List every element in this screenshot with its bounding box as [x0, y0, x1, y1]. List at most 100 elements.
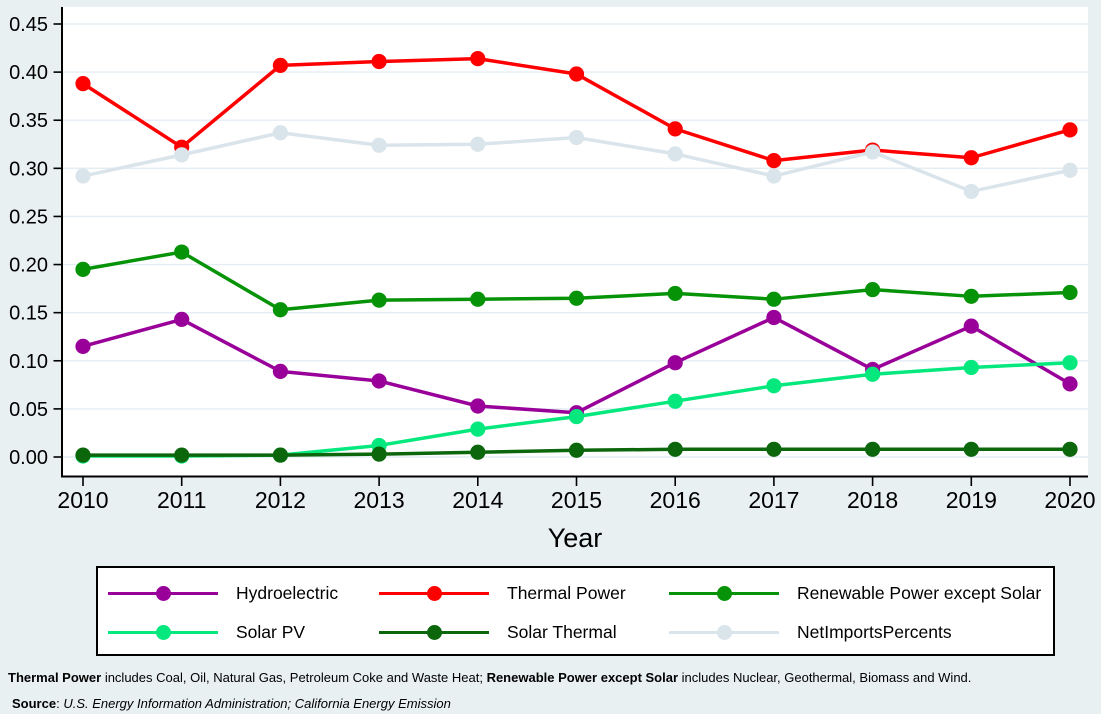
note-segment: Renewable Power except Solar: [486, 670, 679, 685]
data-point-renewable-power-except-solar: [568, 290, 585, 306]
note-segment: Source: [12, 696, 57, 711]
data-point-thermal-power: [470, 51, 486, 67]
energy-share-line-chart: 0.00 0.05 0.10 0.15 0.20 0.25 0.30 0.35 0.40 0.45…: [9, 7, 1096, 553]
definitions-note: Thermal Power includes Coal, Oil, Natura…: [8, 670, 971, 685]
data-point-thermal-power: [568, 66, 585, 82]
y-tick-label: 0.10: [9, 351, 48, 373]
data-point-netimportspercents: [568, 129, 585, 146]
data-point-netimportspercents: [174, 147, 190, 163]
y-tick-label: 0.20: [9, 255, 48, 277]
data-point-renewable-power-except-solar: [865, 281, 881, 298]
legend-label-solar-pv: Solar PV: [236, 621, 306, 642]
data-point-netimportspercents: [766, 168, 782, 184]
data-point-solar-thermal: [75, 447, 91, 463]
legend-swatch-thermal-power: [379, 586, 489, 602]
legend-item-solar-pv: Solar PV: [108, 621, 379, 642]
data-point-renewable-power-except-solar: [470, 291, 486, 307]
data-point-renewable-power-except-solar: [272, 302, 288, 318]
legend-item-hydroelectric: Hydroelectric: [108, 584, 379, 603]
data-point-netimportspercents: [963, 183, 979, 200]
data-point-hydroelectric: [963, 318, 979, 334]
data-point-renewable-power-except-solar: [667, 285, 683, 302]
data-point-solar-thermal: [371, 446, 387, 462]
chart-legend: Hydroelectric Thermal Power Renewable Powe…: [96, 566, 1055, 656]
data-point-solar-pv: [1062, 355, 1078, 371]
data-point-thermal-power: [1062, 122, 1078, 138]
x-tick-label: 2011: [157, 487, 206, 513]
source-note: Source: U.S. Energy Information Administ…: [12, 696, 451, 711]
data-point-thermal-power: [667, 121, 683, 137]
x-tick-label: 2018: [847, 487, 898, 513]
x-tick-label: 2019: [946, 487, 997, 513]
legend-item-thermal-power: Thermal Power: [379, 582, 669, 603]
y-tick-label: 0.45: [9, 14, 48, 36]
data-point-solar-pv: [865, 366, 881, 382]
data-point-solar-pv: [766, 378, 782, 394]
legend-item-netimportspercents: NetImportsPercents: [669, 621, 1053, 642]
data-point-thermal-power: [766, 153, 782, 169]
data-point-hydroelectric: [272, 363, 288, 379]
legend-dot-icon: [155, 625, 171, 640]
y-tick-label: 0.00: [9, 447, 48, 469]
data-point-hydroelectric: [470, 398, 486, 414]
data-point-solar-thermal: [667, 441, 683, 457]
x-tick-label: 2020: [1044, 487, 1095, 513]
series-netimportspercents: [75, 125, 1078, 200]
legend-swatch-solar-pv: [108, 625, 218, 641]
x-tick-label: 2017: [748, 487, 799, 513]
y-tick-label: 0.05: [9, 399, 48, 421]
x-tick-label: 2013: [354, 487, 405, 513]
data-point-solar-thermal: [963, 441, 979, 457]
data-point-hydroelectric: [667, 355, 683, 371]
data-point-solar-thermal: [174, 447, 190, 463]
data-point-solar-thermal: [272, 447, 288, 463]
legend-item-solar-thermal: Solar Thermal: [379, 621, 669, 642]
x-tick-label: 2016: [650, 487, 701, 513]
data-point-solar-thermal: [568, 442, 585, 458]
data-point-solar-thermal: [470, 444, 486, 460]
data-point-solar-pv: [470, 421, 486, 437]
plot-area: [62, 7, 1088, 477]
y-tick-label: 0.40: [9, 62, 48, 84]
legend-label-thermal-power: Thermal Power: [507, 582, 626, 603]
data-point-thermal-power: [371, 53, 387, 70]
data-point-renewable-power-except-solar: [1062, 284, 1078, 301]
legend-label-netimportspercents: NetImportsPercents: [797, 621, 952, 642]
x-tick-label: 2010: [57, 487, 108, 513]
data-point-solar-pv: [667, 393, 683, 409]
series-solar-thermal: [75, 441, 1078, 463]
x-tick-label: 2012: [255, 487, 306, 513]
y-tick-label: 0.25: [9, 206, 48, 228]
data-point-renewable-power-except-solar: [963, 288, 979, 304]
legend-dot-icon: [716, 586, 732, 601]
note-segment: includes Nuclear, Geothermal, Biomass an…: [678, 670, 972, 685]
note-segment: includes Coal, Oil, Natural Gas, Petrole…: [101, 670, 487, 685]
data-point-netimportspercents: [865, 144, 881, 160]
note-segment: Thermal Power: [8, 670, 102, 685]
y-tick-label: 0.30: [9, 158, 48, 180]
note-segment: :: [56, 696, 64, 711]
data-point-solar-pv: [568, 408, 585, 425]
legend-dot-icon: [716, 625, 732, 640]
x-tick-label: 2015: [551, 487, 602, 513]
data-point-netimportspercents: [272, 125, 288, 141]
legend-label-renewable-power-except-solar: Renewable Power except Solar: [797, 582, 1042, 603]
legend-swatch-solar-thermal: [379, 625, 489, 641]
data-point-thermal-power: [272, 57, 288, 73]
data-point-hydroelectric: [174, 311, 190, 328]
legend-label-solar-thermal: Solar Thermal: [507, 621, 617, 642]
data-point-hydroelectric: [371, 373, 387, 389]
data-point-netimportspercents: [371, 137, 387, 153]
legend-dot-icon: [155, 586, 171, 601]
legend-dot-icon: [426, 625, 442, 640]
note-segment: U.S. Energy Information Administration; …: [63, 696, 451, 711]
data-point-renewable-power-except-solar: [174, 244, 190, 260]
x-tick-label: 2014: [452, 487, 503, 513]
data-point-hydroelectric: [75, 338, 91, 354]
y-tick-label: 0.15: [9, 303, 48, 325]
data-point-hydroelectric: [1062, 376, 1078, 392]
legend-swatch-netimportspercents: [669, 625, 779, 641]
legend-swatch-renewable-power-except-solar: [669, 586, 779, 602]
data-point-renewable-power-except-solar: [766, 291, 782, 307]
